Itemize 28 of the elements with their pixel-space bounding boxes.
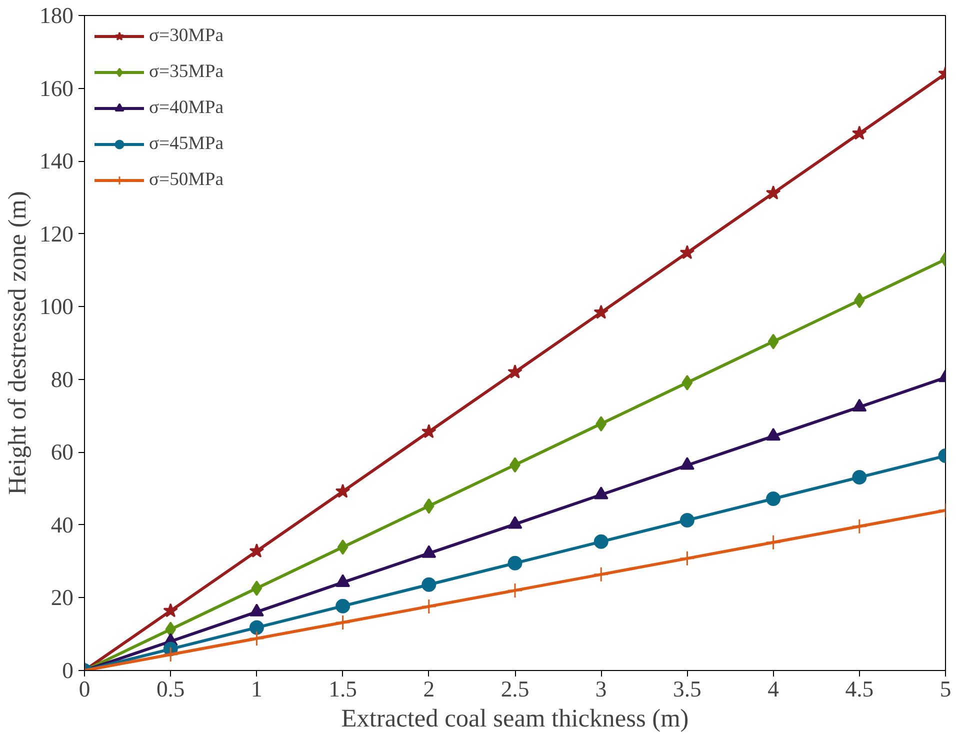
x-tick-label: 3.5 [673,676,702,702]
x-tick-label: 0 [78,676,90,702]
x-tick-label: 5 [940,676,952,702]
legend-label: σ=35MPa [149,61,224,83]
x-tick-label: 2.5 [500,676,530,702]
y-tick-label: 60 [50,440,74,465]
y-tick-label: 180 [40,3,74,28]
legend-label: σ=30MPa [149,25,224,47]
x-tick-label: 2 [423,676,435,702]
legend-label: σ=45MPa [149,133,224,155]
y-tick-label: 160 [40,76,74,101]
y-tick-label: 40 [50,512,74,538]
legend-label: σ=50MPa [149,169,224,191]
x-tick-label: 1 [251,676,262,702]
y-tick-label: 100 [40,294,74,320]
x-axis-title: Extracted coal seam thickness (m) [341,704,689,732]
y-tick-label: 80 [50,366,74,392]
legend-label: σ=40MPa [149,97,224,119]
x-tick-label: 4 [768,676,779,702]
y-tick-label: 0 [62,658,74,683]
x-tick-label: 4.5 [845,676,874,702]
x-tick-label: 3 [595,676,607,702]
y-axis-title: Height of destressed zone (m) [4,191,32,495]
x-tick-label: 0.5 [156,676,185,702]
x-tick-label: 1.5 [328,676,357,702]
y-tick-label: 140 [40,148,74,174]
y-tick-label: 120 [40,221,74,246]
y-tick-label: 20 [50,585,74,610]
